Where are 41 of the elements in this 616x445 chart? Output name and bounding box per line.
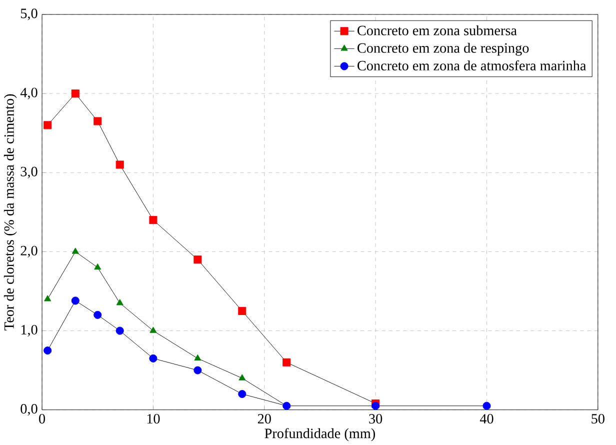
y-tick-label: 1,0 [21, 324, 38, 337]
point [94, 310, 102, 319]
point [238, 390, 246, 398]
point [238, 374, 246, 380]
y-tick-label: 0,0 [20, 404, 38, 416]
point [194, 354, 202, 361]
x-tick-label: 40 [480, 414, 494, 424]
point [282, 358, 291, 366]
point [149, 216, 158, 224]
legend-label: Concreto em zona de atmosfera marinha [358, 60, 586, 70]
y-tick-label: 4,0 [20, 88, 38, 100]
x-tick-label: 0 [39, 414, 46, 424]
x-tick-label: 30 [369, 414, 382, 424]
point [44, 346, 52, 355]
point [150, 326, 157, 333]
point [149, 354, 158, 362]
x-axis-title: Profundidade (mm) [264, 428, 376, 442]
point [72, 248, 79, 254]
x-tick-label: 10 [147, 414, 160, 424]
point [71, 89, 80, 98]
point [482, 402, 491, 410]
point [194, 256, 202, 264]
point [44, 295, 52, 302]
point [116, 326, 124, 335]
point [44, 121, 52, 130]
point [94, 117, 102, 126]
y-tick-label: 2,0 [20, 246, 38, 258]
legend-label: Concreto em zona de respingo [358, 42, 529, 56]
x-tick-label: 50 [592, 414, 604, 424]
x-tick-label: 20 [258, 414, 271, 424]
y-tick-label: 3,0 [20, 166, 38, 178]
point [71, 296, 80, 305]
point [94, 263, 102, 270]
point [116, 299, 124, 306]
y-axis-title: Teor de cloretos (% da massa de cimento) [4, 94, 17, 330]
point [372, 402, 380, 410]
y-tick-label: 5,0 [20, 8, 38, 20]
point [194, 366, 202, 374]
legend-label: Concreto em zona submersa [358, 25, 517, 36]
point [238, 306, 246, 315]
point [116, 160, 124, 169]
